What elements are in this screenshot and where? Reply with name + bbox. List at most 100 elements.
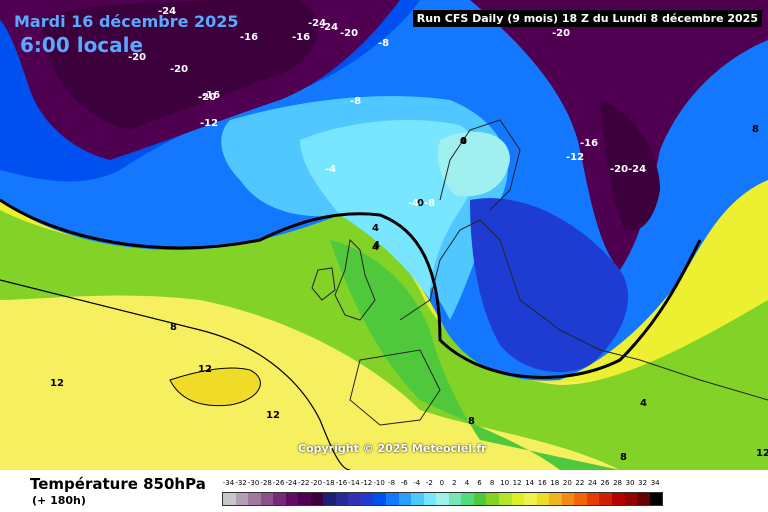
isotherm-label: 12 bbox=[50, 378, 64, 389]
central-europe-blue bbox=[470, 198, 629, 373]
legend-value: -24 bbox=[285, 479, 297, 487]
isotherm-label: -16 bbox=[240, 32, 258, 43]
isotherm-label: -4 bbox=[408, 198, 419, 209]
isotherm-label: 12 bbox=[198, 364, 212, 375]
legend-swatch bbox=[599, 493, 612, 505]
isotherm-label: -8 bbox=[424, 198, 435, 209]
legend-value: 0 bbox=[439, 479, 445, 487]
isotherm-label: -24 bbox=[628, 164, 646, 175]
isotherm-label: 4 bbox=[373, 240, 380, 251]
isotherm-label: -4 bbox=[325, 164, 336, 175]
coastline-britain bbox=[334, 238, 376, 321]
legend-swatch bbox=[235, 493, 249, 505]
isotherm-label: -12 bbox=[566, 152, 584, 163]
legend-swatch bbox=[536, 493, 550, 505]
legend-value: -34 bbox=[222, 479, 235, 487]
legend-swatch bbox=[398, 493, 412, 505]
legend-value: -32 bbox=[235, 479, 247, 487]
legend-swatch bbox=[260, 493, 274, 505]
legend-swatch bbox=[649, 493, 663, 505]
legend-value: -4 bbox=[413, 479, 421, 487]
legend-swatch bbox=[436, 493, 449, 505]
isotherm-label: 12 bbox=[756, 448, 768, 459]
footer: Température 850hPa (+ 180h) -34 -32 -30 -2 8… bbox=[0, 470, 768, 512]
isotherm-label: 4 bbox=[640, 398, 647, 409]
legend-swatch bbox=[448, 493, 462, 505]
legend-value: 14 bbox=[525, 479, 535, 487]
isotherm-label: -20 bbox=[198, 92, 216, 103]
isotherm-label: -24 bbox=[158, 6, 176, 17]
legend-swatch bbox=[473, 493, 487, 505]
coastline-iberia bbox=[349, 349, 441, 426]
legend-value: 34 bbox=[650, 479, 660, 487]
legend-value: 20 bbox=[562, 479, 572, 487]
isotherm-label: -20 bbox=[552, 28, 570, 39]
legend-value: 12 bbox=[512, 479, 522, 487]
legend-swatch bbox=[637, 493, 650, 505]
legend-swatch bbox=[611, 493, 625, 505]
legend-value: -16 bbox=[335, 479, 348, 487]
light-cyan-zone bbox=[300, 120, 479, 300]
isotherm-label: 12 bbox=[266, 410, 280, 421]
legend-value: 6 bbox=[477, 479, 482, 487]
legend-swatch bbox=[486, 493, 500, 505]
coastline-scandinavia bbox=[439, 119, 521, 211]
legend-value: -6 bbox=[400, 479, 408, 487]
legend-value: 2 bbox=[452, 479, 457, 487]
legend-swatch bbox=[586, 493, 600, 505]
legend-swatch bbox=[574, 493, 587, 505]
forecast-time: 6:00 locale bbox=[20, 33, 144, 57]
isotherm-label: -16 bbox=[292, 32, 310, 43]
legend-value: -26 bbox=[272, 479, 285, 487]
light-green-zone bbox=[330, 240, 620, 470]
legend-swatch bbox=[549, 493, 562, 505]
isotherm-label: -20 bbox=[610, 164, 628, 175]
legend-swatch bbox=[298, 493, 311, 505]
twelve-isotherm bbox=[169, 367, 261, 407]
legend-swatch bbox=[248, 493, 261, 505]
isotherm-label: 4 bbox=[372, 242, 379, 253]
legend-swatch bbox=[524, 493, 537, 505]
east-cold-dark bbox=[600, 100, 660, 231]
legend-value: 4 bbox=[464, 479, 470, 487]
legend-swatch bbox=[411, 493, 424, 505]
legend-value: -30 bbox=[247, 479, 260, 487]
legend-value: -20 bbox=[310, 479, 323, 487]
isotherm-label: -24 bbox=[320, 22, 338, 33]
legend-value: 22 bbox=[575, 479, 585, 487]
legend-value: 32 bbox=[638, 479, 648, 487]
legend-swatch bbox=[361, 493, 374, 505]
legend-swatch bbox=[624, 493, 638, 505]
map-title: Température 850hPa bbox=[30, 475, 206, 493]
legend-value: -18 bbox=[323, 479, 335, 487]
legend-value: 8 bbox=[489, 479, 495, 487]
isotherm-label: 8 bbox=[752, 124, 759, 135]
legend-swatch bbox=[273, 493, 286, 505]
coastline-ireland bbox=[311, 267, 336, 301]
map-subtitle: (+ 180h) bbox=[32, 494, 86, 507]
run-info: Run CFS Daily (9 mois) 18 Z du Lundi 8 d… bbox=[412, 10, 762, 27]
legend-value: -2 bbox=[425, 479, 433, 487]
legend-swatch bbox=[373, 493, 387, 505]
legend-value: -8 bbox=[388, 479, 396, 487]
temperature-map: -24 -20 -16 -16 -24 -24 -20 -20 -20 -16 -12 -8 -8 -4 4… bbox=[0, 0, 768, 470]
legend-swatch bbox=[561, 493, 575, 505]
isotherm-label: -16 bbox=[202, 90, 220, 101]
legend-swatch bbox=[423, 493, 437, 505]
isotherm-label: -24 bbox=[308, 18, 326, 29]
isotherm-labels: -24-20-16 -16-24-24-20-20-20-16-12-8-8-44… bbox=[50, 6, 768, 463]
legend-swatch bbox=[285, 493, 299, 505]
north-cold-dark bbox=[40, 0, 319, 130]
legend-value: -10 bbox=[373, 479, 385, 487]
coastline-europe bbox=[399, 219, 768, 401]
isotherm-label: 0 bbox=[460, 136, 467, 147]
isotherm-label: -16 bbox=[580, 138, 598, 149]
forecast-date: Mardi 16 décembre 2025 bbox=[14, 12, 239, 31]
isotherm-label: -20 bbox=[170, 64, 188, 75]
eight-isotherm bbox=[0, 279, 351, 470]
legend-value: 24 bbox=[587, 479, 597, 487]
legend-swatch bbox=[310, 493, 324, 505]
legend-value: -22 bbox=[298, 479, 310, 487]
legend-swatch bbox=[386, 493, 399, 505]
isotherm-label: -8 bbox=[378, 38, 389, 49]
